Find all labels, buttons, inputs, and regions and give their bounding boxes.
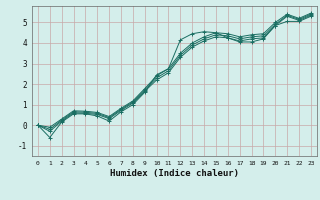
X-axis label: Humidex (Indice chaleur): Humidex (Indice chaleur) — [110, 169, 239, 178]
